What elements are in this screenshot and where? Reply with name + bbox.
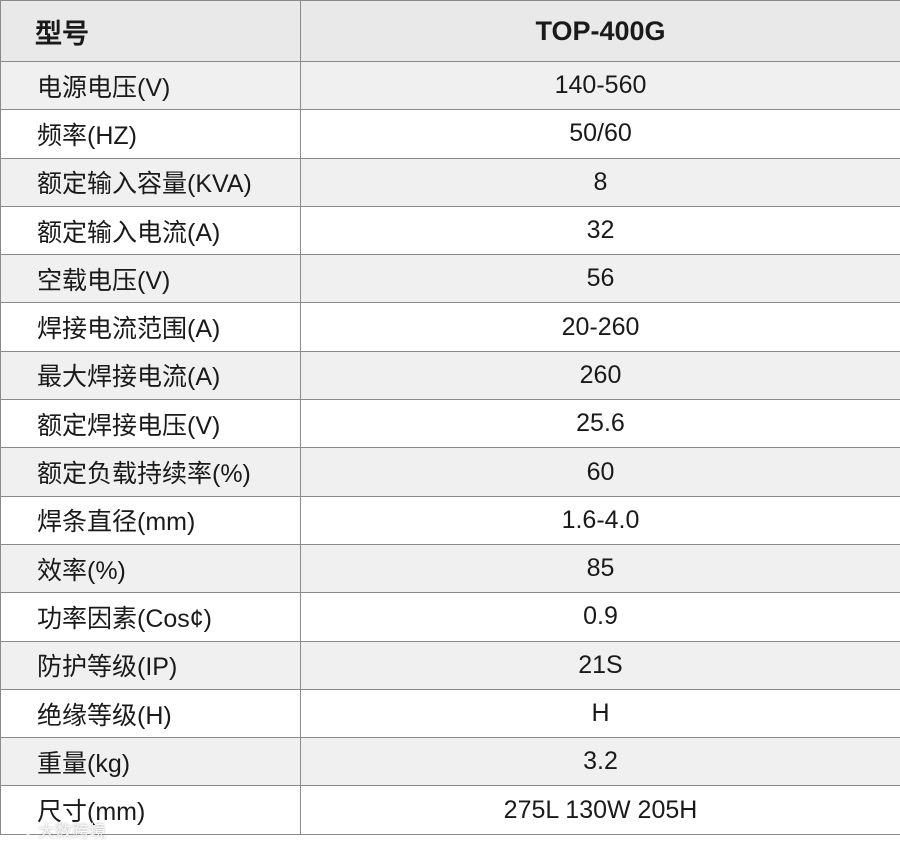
header-label-cell: 型号: [0, 0, 301, 62]
row-label: 电源电压(V): [0, 60, 301, 111]
table-row: 额定焊接电压(V) 25.6: [0, 399, 900, 449]
table-row: 额定输入电流(A) 32: [0, 205, 900, 256]
row-value: 275L 130W 205H: [300, 785, 900, 835]
row-label: 效率(%): [0, 543, 301, 594]
row-value: 60: [300, 447, 900, 497]
table-header-row: 型号 TOP-400G: [0, 0, 900, 62]
row-label: 频率(HZ): [0, 109, 301, 159]
row-label: 额定输入电流(A): [0, 205, 301, 256]
row-value: 85: [300, 543, 900, 594]
row-label: 空载电压(V): [0, 254, 301, 304]
row-value: 260: [300, 350, 900, 401]
table-row: 焊接电流范围(A) 20-260: [0, 302, 900, 352]
row-label: 焊条直径(mm): [0, 495, 301, 545]
table-row: 尺寸(mm) 275L 130W 205H: [0, 785, 900, 835]
table-row: 额定输入容量(KVA) 8: [0, 157, 900, 207]
row-label: 防护等级(IP): [0, 640, 301, 690]
row-value: 56: [300, 254, 900, 304]
row-value: 140-560: [300, 60, 900, 111]
table-row: 焊条直径(mm) 1.6-4.0: [0, 495, 900, 545]
row-label: 功率因素(Cos¢): [0, 592, 301, 642]
table-row: 电源电压(V) 140-560: [0, 60, 900, 111]
row-label: 绝缘等级(H): [0, 688, 301, 739]
table-row: 防护等级(IP) 21S: [0, 640, 900, 690]
table-row: 空载电压(V) 56: [0, 254, 900, 304]
row-label: 最大焊接电流(A): [0, 350, 301, 401]
row-label: 焊接电流范围(A): [0, 302, 301, 352]
table-row: 绝缘等级(H) H: [0, 688, 900, 739]
row-value: 0.9: [300, 592, 900, 642]
row-value: H: [300, 688, 900, 739]
row-label: 重量(kg): [0, 737, 301, 787]
row-value: 32: [300, 205, 900, 256]
table-row: 重量(kg) 3.2: [0, 737, 900, 787]
table-row: 额定负载持续率(%) 60: [0, 447, 900, 497]
row-value: 20-260: [300, 302, 900, 352]
table-row: 频率(HZ) 50/60: [0, 109, 900, 159]
row-value: 25.6: [300, 399, 900, 449]
row-value: 8: [300, 157, 900, 207]
row-value: 50/60: [300, 109, 900, 159]
row-label: 额定焊接电压(V): [0, 399, 301, 449]
row-value: 1.6-4.0: [300, 495, 900, 545]
row-value: 3.2: [300, 737, 900, 787]
header-model-cell: TOP-400G: [300, 0, 900, 62]
table-row: 最大焊接电流(A) 260: [0, 350, 900, 401]
row-label: 额定输入容量(KVA): [0, 157, 301, 207]
row-label: 额定负载持续率(%): [0, 447, 301, 497]
row-value: 21S: [300, 640, 900, 690]
table-row: 功率因素(Cos¢) 0.9: [0, 592, 900, 642]
table-row: 效率(%) 85: [0, 543, 900, 594]
row-label: 尺寸(mm): [0, 785, 301, 835]
